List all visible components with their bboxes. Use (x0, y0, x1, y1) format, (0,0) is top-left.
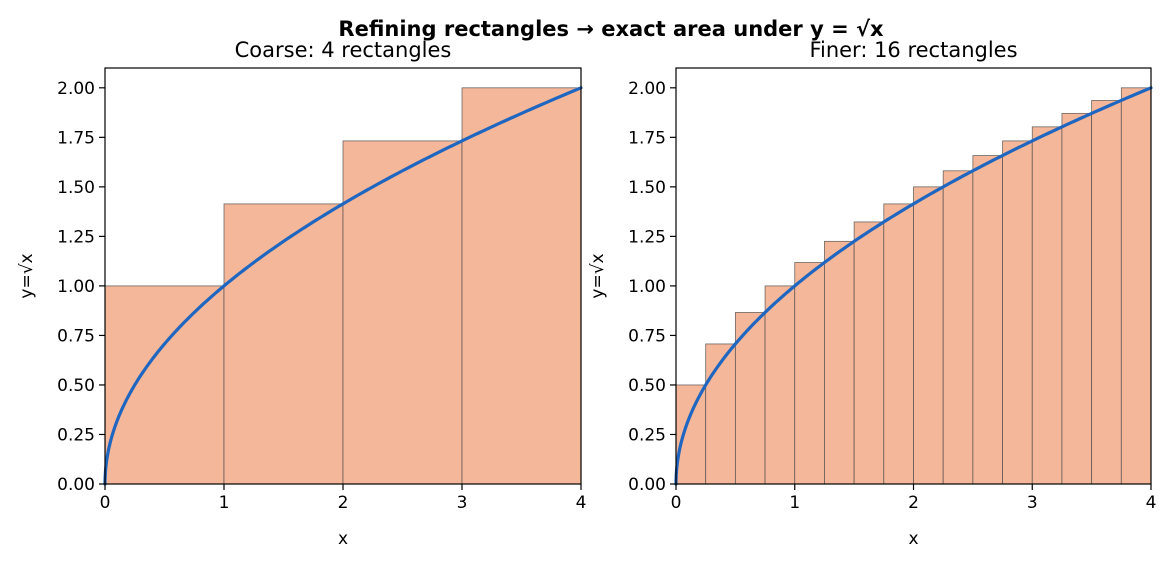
rectangle-bar (1061, 112, 1093, 485)
rectangle-bar (705, 343, 736, 485)
rectangle-bar (223, 203, 344, 485)
x-tick-label: 0 (671, 493, 682, 513)
rectangle-bar (1002, 140, 1033, 485)
y-tick-label: 0.50 (57, 376, 95, 396)
y-tick-label: 2.00 (57, 79, 95, 99)
rectangle-bar (824, 240, 855, 485)
rectangle-bar (1031, 126, 1063, 485)
rectangle-bar (342, 140, 463, 485)
rectangle-bar (104, 285, 225, 485)
rectangle-bar (1120, 87, 1152, 485)
y-tick-label: 0.75 (628, 326, 666, 346)
rectangle-bar (972, 155, 1003, 485)
x-tick-label: 0 (100, 493, 111, 513)
y-axis-label: y=√x (17, 253, 37, 298)
y-axis-label: y=√x (588, 253, 608, 298)
x-tick-label: 2 (338, 493, 349, 513)
y-tick-label: 0.50 (628, 376, 666, 396)
rectangle-bar (913, 186, 944, 485)
y-tick-label: 1.25 (628, 227, 666, 247)
x-tick-label: 4 (576, 493, 587, 513)
y-tick-label: 1.00 (628, 277, 666, 297)
panel-2: 0 1 2 3 4 0.00 0.25 0.50 0.75 1.00 1.25 1.50 1.75 2.0… (588, 38, 1156, 549)
y-tick-label: 1.50 (57, 178, 95, 198)
y-tick-label: 2.00 (628, 79, 666, 99)
y-tick-label: 0.75 (57, 326, 95, 346)
panel-title: Finer: 16 rectangles (809, 38, 1017, 62)
y-tick-label: 1.75 (628, 128, 666, 148)
rectangle-bar (675, 384, 707, 485)
panel-1: 0 1 2 3 4 0.00 0.25 0.50 0.75 1.00 1.25 1.50 1.75 2.0… (17, 38, 586, 549)
y-tick-label: 1.25 (57, 227, 95, 247)
y-tick-label: 1.75 (57, 128, 95, 148)
y-tick-label: 0.00 (628, 475, 666, 495)
y-tick-label: 1.00 (57, 277, 95, 297)
x-axis-label: x (908, 529, 918, 549)
rectangle-bar (734, 312, 766, 485)
x-tick-label: 1 (219, 493, 230, 513)
y-tick-label: 1.50 (628, 178, 666, 198)
panel-title: Coarse: 4 rectangles (235, 38, 452, 62)
y-tick-label: 0.25 (57, 425, 95, 445)
y-tick-label: 0.00 (57, 475, 95, 495)
x-tick-label: 2 (908, 493, 919, 513)
rectangle-bar (853, 221, 885, 485)
sqrt-curve-line (674, 86, 1153, 486)
figure-suptitle: Refining rectangles → exact area under y… (338, 17, 884, 41)
y-tick-label: 0.25 (628, 425, 666, 445)
x-tick-label: 4 (1146, 493, 1157, 513)
x-tick-label: 1 (789, 493, 800, 513)
x-tick-label: 3 (1027, 493, 1038, 513)
x-axis-label: x (338, 529, 348, 549)
rectangle-bar (461, 87, 582, 485)
rectangle-bar (764, 285, 796, 485)
rectangle-bar (883, 203, 914, 485)
rectangle-bar (942, 170, 974, 485)
rectangle-bar (794, 262, 825, 485)
x-tick-label: 3 (457, 493, 468, 513)
rectangle-bar (1091, 100, 1122, 485)
sqrt-curve-line (103, 86, 583, 486)
